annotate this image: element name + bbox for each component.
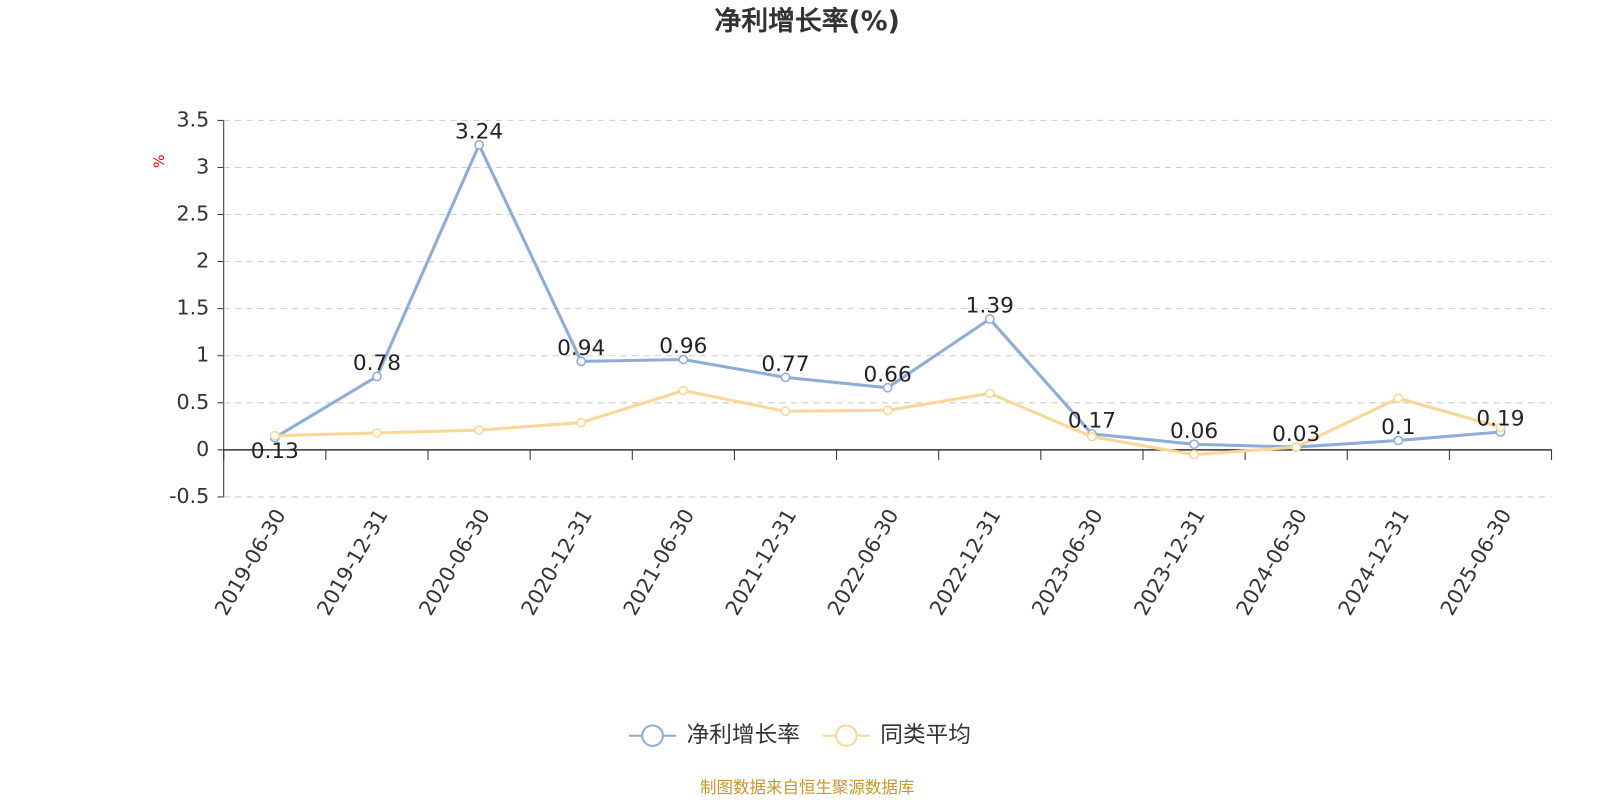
x-tick-label: 2020-06-30 — [414, 505, 495, 620]
data-point — [1087, 431, 1097, 442]
legend-marker — [641, 724, 664, 747]
data-point — [474, 140, 484, 150]
data-point — [372, 428, 382, 438]
data-point — [984, 314, 995, 324]
data-point — [372, 371, 382, 382]
data-label: 0.19 — [1476, 407, 1524, 432]
series-line — [273, 143, 1501, 449]
x-tick-label: 2022-12-31 — [925, 505, 1006, 620]
data-point — [1291, 442, 1302, 452]
data-label: 0.1 — [1381, 415, 1415, 440]
data-point — [269, 430, 280, 441]
data-point — [882, 382, 893, 393]
data-point — [474, 425, 484, 435]
legend-label: 净利增长率 — [687, 722, 800, 748]
y-tick-label: 3 — [196, 155, 209, 179]
data-point — [882, 405, 893, 416]
x-tick-label: 2022-06-30 — [823, 505, 904, 620]
x-tick-label: 2019-12-31 — [312, 505, 393, 620]
legend-marker — [834, 724, 858, 747]
data-point — [678, 354, 689, 365]
data-label: 0.66 — [864, 363, 912, 388]
y-tick-label: 1 — [196, 343, 209, 367]
x-tick-label: 2025-06-30 — [1435, 505, 1516, 620]
data-label: 0.17 — [1068, 409, 1116, 434]
data-label: 0.06 — [1170, 419, 1218, 444]
data-point — [678, 385, 689, 396]
x-tick-label: 2021-06-30 — [618, 505, 699, 620]
data-label: 0.96 — [659, 334, 707, 359]
x-tick-label: 2024-12-31 — [1333, 505, 1414, 620]
y-tick-label: 3.5 — [177, 107, 210, 131]
y-tick-label: 0.5 — [177, 390, 210, 414]
data-label: 0.13 — [251, 439, 299, 464]
legend-label: 同类平均 — [880, 722, 971, 748]
data-point — [1189, 449, 1199, 460]
data-point — [984, 388, 995, 399]
data-label: 0.77 — [761, 352, 809, 377]
y-tick-label: 1.5 — [177, 296, 210, 320]
data-point — [780, 372, 791, 383]
y-tick-label: 2 — [196, 249, 209, 273]
x-tick-label: 2021-12-31 — [720, 505, 801, 620]
x-tick-label: 2023-12-31 — [1129, 505, 1210, 620]
data-point — [576, 356, 587, 367]
chart-title: 净利增长率(%) — [715, 6, 900, 37]
data-label: 0.94 — [557, 336, 605, 361]
data-label: 0.78 — [353, 351, 401, 376]
legend-item: 同类平均 — [822, 722, 971, 748]
data-point — [780, 406, 791, 417]
data-label: 1.39 — [966, 294, 1014, 319]
y-tick-label: -0.5 — [169, 484, 209, 508]
source-note: 制图数据来自恒生聚源数据库 — [700, 778, 914, 797]
data-label: 3.24 — [455, 120, 503, 145]
x-tick-label: 2020-12-31 — [516, 505, 597, 620]
x-tick-label: 2024-06-30 — [1231, 505, 1312, 620]
data-label: 0.03 — [1272, 422, 1320, 447]
y-axis-label: % — [152, 154, 168, 168]
x-tick-label: 2023-06-30 — [1027, 505, 1108, 620]
y-tick-label: 2.5 — [177, 202, 210, 226]
legend-item: 净利增长率 — [628, 722, 800, 748]
data-point — [1189, 439, 1199, 450]
data-point — [576, 417, 587, 428]
data-point — [1393, 435, 1404, 446]
y-tick-label: 0 — [196, 437, 209, 461]
data-point — [1495, 422, 1506, 433]
data-point — [1393, 393, 1404, 403]
x-tick-label: 2019-06-30 — [210, 505, 291, 620]
